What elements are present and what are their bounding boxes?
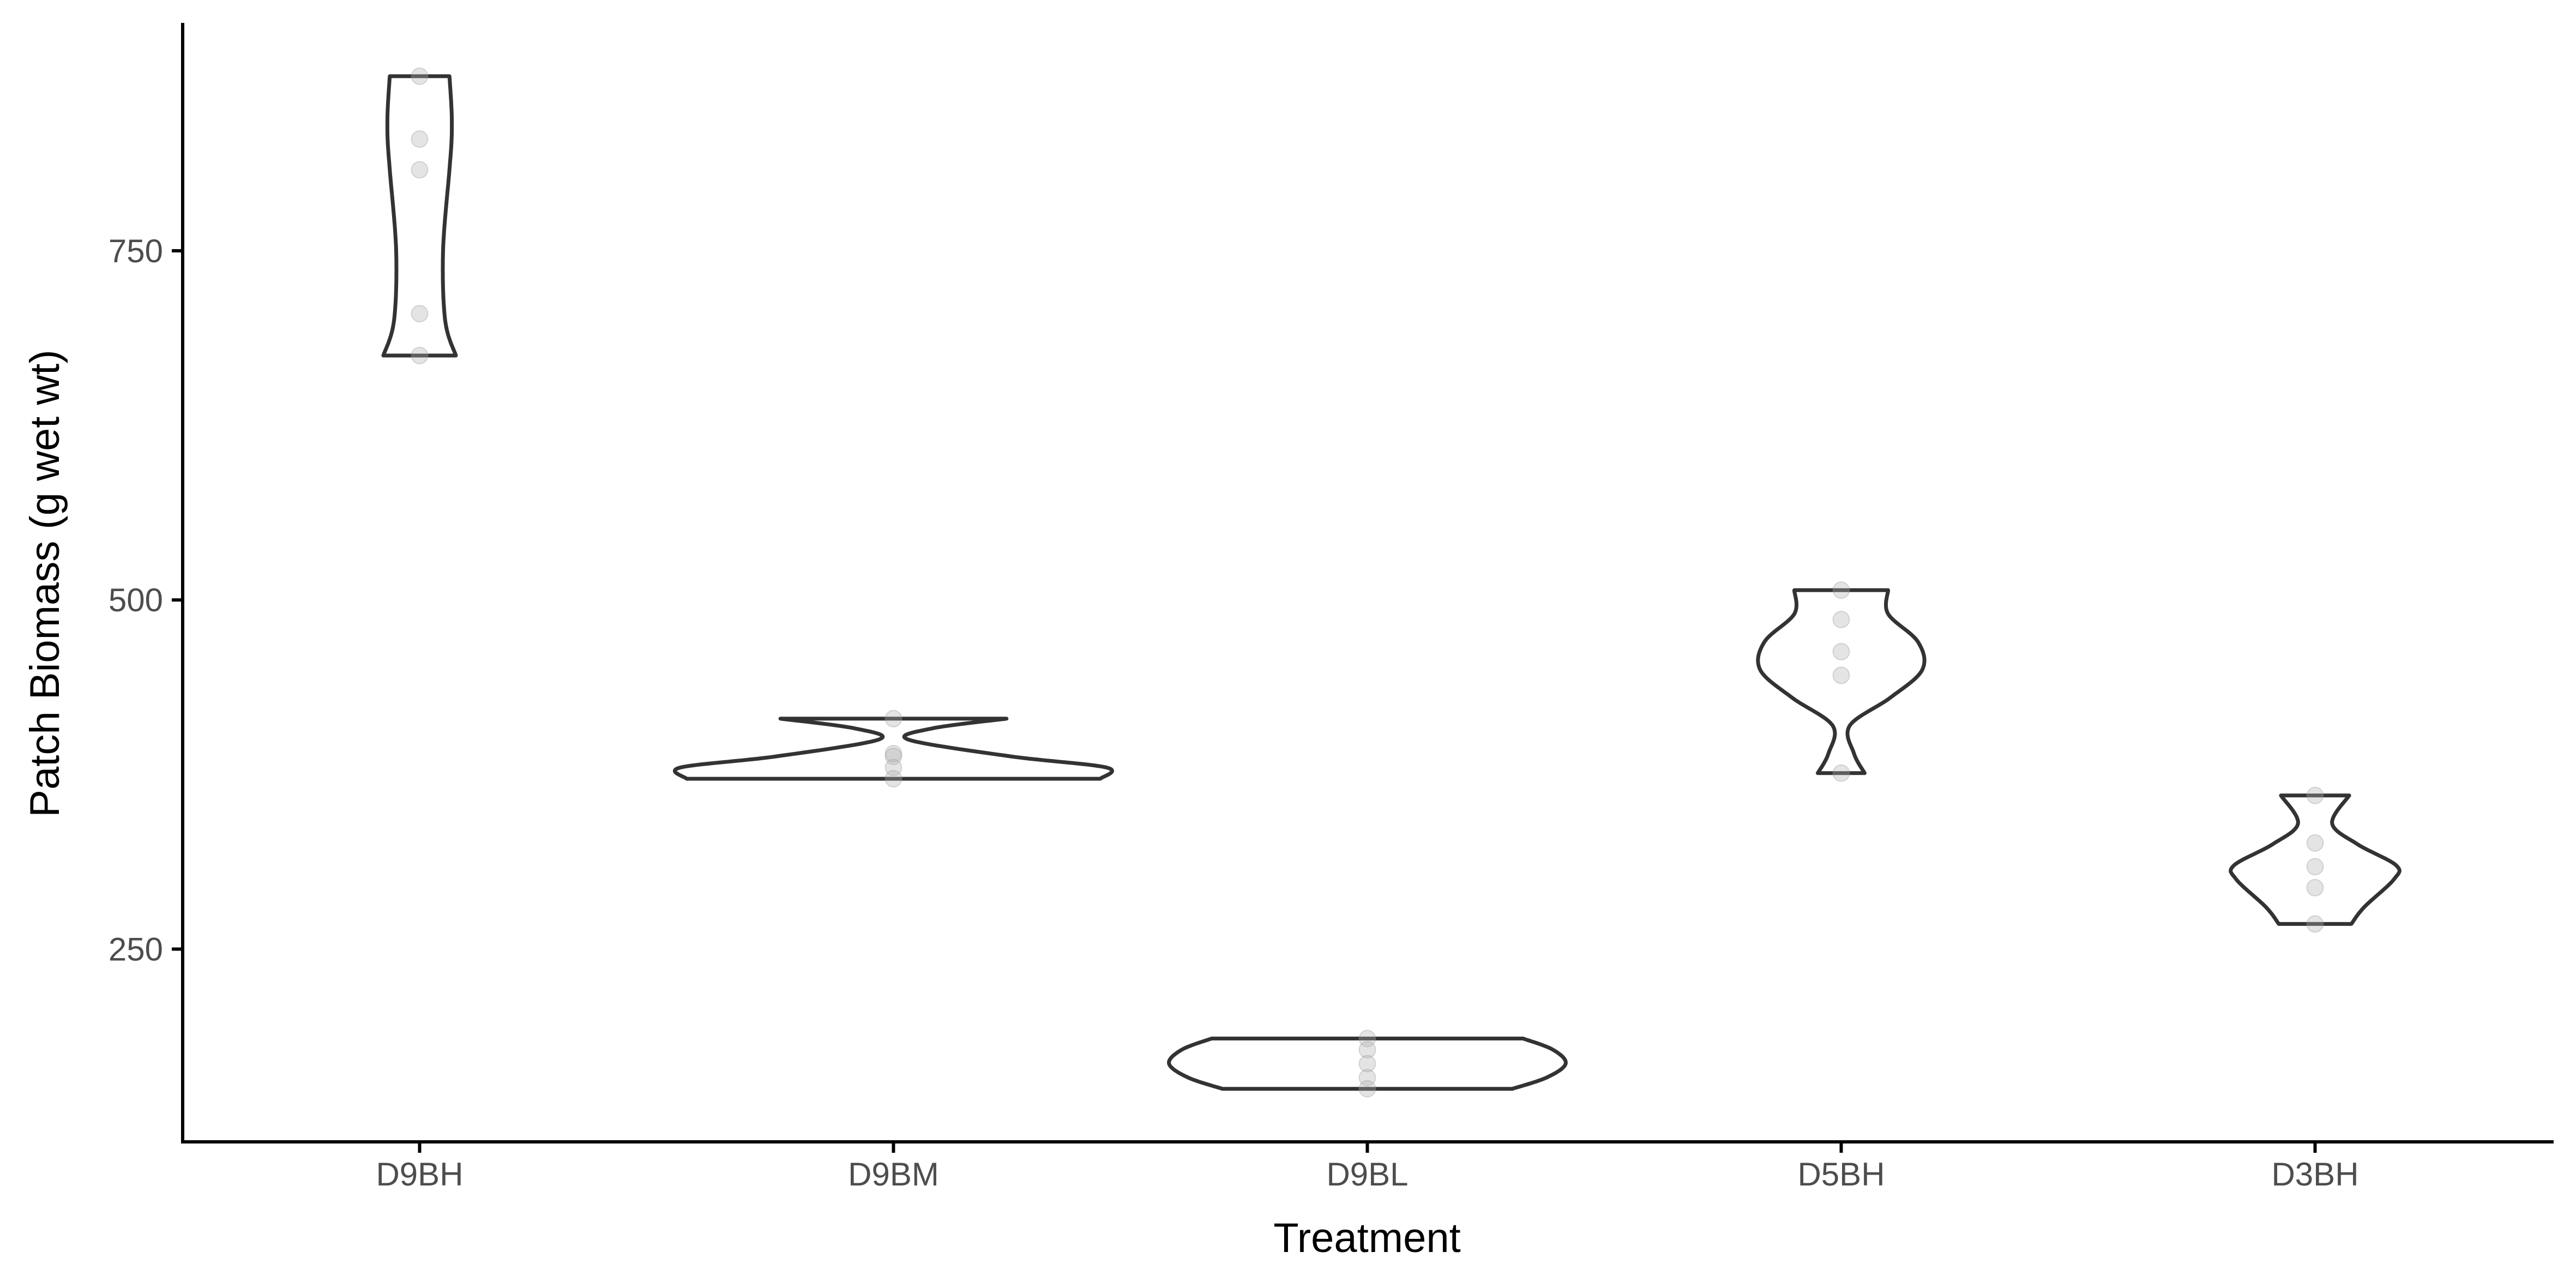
data-point-d3bh-3 xyxy=(2306,878,2324,896)
x-ticks-layer: D9BH D9BM D9BL D5BH D3BH xyxy=(376,1142,2359,1193)
data-point-d3bh-0 xyxy=(2306,786,2324,804)
data-point-d9bm-1 xyxy=(884,745,902,762)
y-tick-label-500: 500 xyxy=(109,582,163,618)
data-point-d9bm-4 xyxy=(884,770,902,788)
data-point-d5bh-2 xyxy=(1832,643,1850,660)
violin-d3bh xyxy=(2229,793,2402,926)
x-tick-label-d9bm: D9BM xyxy=(848,1156,939,1193)
y-axis-title: Patch Biomass (g wet wt) xyxy=(22,350,68,817)
data-point-d3bh-2 xyxy=(2306,858,2324,876)
x-axis-title: Treatment xyxy=(1273,1215,1461,1261)
data-point-d9bm-3 xyxy=(884,759,902,777)
data-point-d9bl-1 xyxy=(1358,1041,1376,1058)
data-point-d5bh-1 xyxy=(1832,611,1850,629)
data-point-d9bh-3 xyxy=(411,305,429,323)
data-point-d9bl-2 xyxy=(1358,1055,1376,1073)
data-point-d5bh-0 xyxy=(1832,581,1850,599)
data-point-d5bh-3 xyxy=(1832,666,1850,684)
data-point-d9bm-0 xyxy=(884,709,902,727)
data-point-d9bh-0 xyxy=(411,67,429,85)
data-point-d9bm-2 xyxy=(884,748,902,766)
data-point-d9bh-1 xyxy=(411,130,429,148)
violin-d9bh xyxy=(381,74,458,358)
x-tick-label-d9bh: D9BH xyxy=(376,1156,463,1193)
data-point-d9bl-4 xyxy=(1358,1080,1376,1098)
violin-d9bl xyxy=(1167,1037,1568,1091)
y-tick-label-750: 750 xyxy=(109,233,163,269)
y-tick-label-250: 250 xyxy=(109,931,163,968)
x-tick-label-d9bl: D9BL xyxy=(1326,1156,1408,1193)
data-point-d9bl-3 xyxy=(1358,1069,1376,1087)
data-point-d3bh-4 xyxy=(2306,915,2324,933)
x-tick-label-d5bh: D5BH xyxy=(1797,1156,1885,1193)
data-point-d9bh-4 xyxy=(411,347,429,364)
x-tick-label-d3bh: D3BH xyxy=(2271,1156,2358,1193)
violins-layer xyxy=(381,74,2402,1091)
violin-d9bm xyxy=(673,717,1114,781)
y-ticks-layer: 250 500 750 xyxy=(109,233,183,968)
data-point-d9bl-0 xyxy=(1358,1030,1376,1048)
violin-d5bh xyxy=(1756,588,1927,775)
data-point-d3bh-1 xyxy=(2306,834,2324,852)
data-point-d5bh-4 xyxy=(1832,764,1850,782)
data-point-d9bh-2 xyxy=(411,161,429,179)
points-layer xyxy=(411,67,2324,1098)
